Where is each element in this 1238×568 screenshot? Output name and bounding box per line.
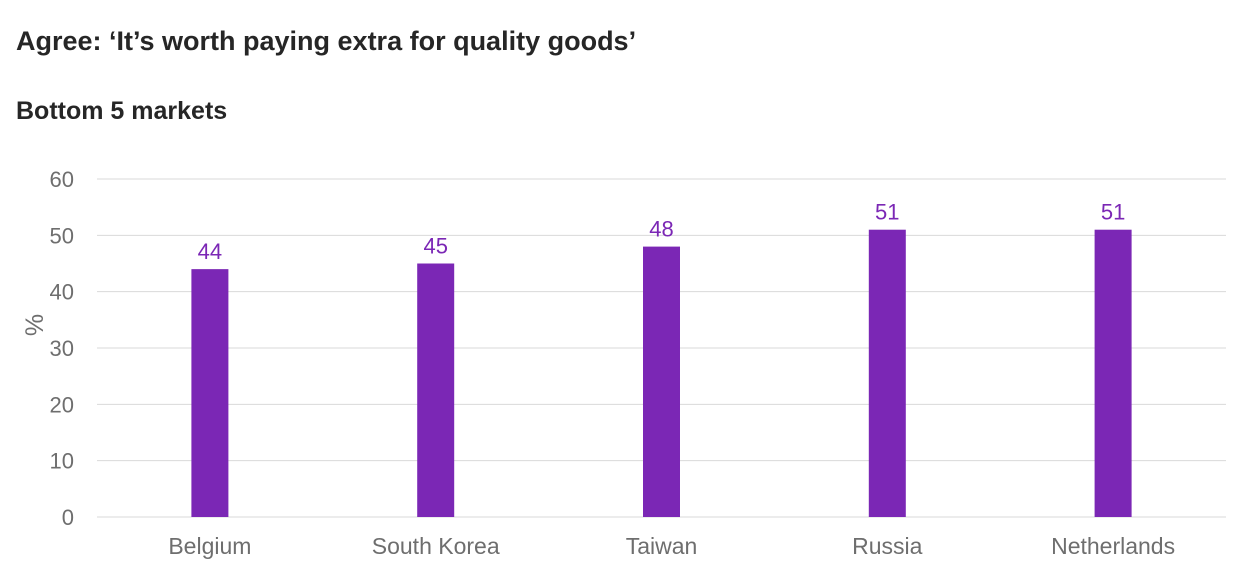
- y-tick-label: 60: [50, 167, 74, 192]
- data-labels: 44 45 48 51 51: [198, 200, 1126, 264]
- bar-belgium: [191, 269, 229, 517]
- y-tick-label: 50: [50, 223, 74, 248]
- x-category-label: Taiwan: [626, 533, 698, 559]
- data-label: 45: [423, 234, 447, 259]
- bar-taiwan: [643, 246, 680, 517]
- data-label: 51: [1101, 200, 1125, 225]
- bar-south-korea: [417, 263, 455, 517]
- chart-subtitle: Bottom 5 markets: [16, 97, 228, 125]
- data-label: 44: [198, 239, 222, 264]
- y-tick-label: 0: [62, 505, 74, 530]
- y-axis-ticks: 0 10 20 30 40 50 60: [50, 167, 74, 530]
- bar-russia: [868, 229, 906, 517]
- bars: [191, 229, 1132, 517]
- y-tick-label: 10: [50, 449, 74, 474]
- x-category-label: Russia: [852, 533, 923, 559]
- x-axis-categories: Belgium South Korea Taiwan Russia Netherland…: [168, 533, 1175, 559]
- y-tick-label: 20: [50, 392, 74, 417]
- x-category-label: Belgium: [168, 533, 251, 559]
- data-label: 51: [875, 200, 899, 225]
- y-axis-title: %: [21, 314, 49, 336]
- y-tick-label: 30: [50, 336, 74, 361]
- bar-netherlands: [1094, 229, 1132, 517]
- chart-title: Agree: ‘It’s worth paying extra for qual…: [16, 26, 637, 56]
- y-tick-label: 40: [50, 280, 74, 305]
- data-label: 48: [649, 217, 673, 242]
- x-category-label: Netherlands: [1051, 533, 1175, 559]
- x-category-label: South Korea: [372, 533, 500, 559]
